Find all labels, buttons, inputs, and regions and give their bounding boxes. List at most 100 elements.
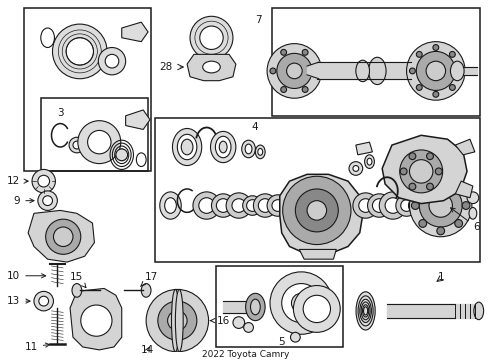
Circle shape (292, 293, 311, 313)
Circle shape (419, 220, 427, 228)
Polygon shape (187, 54, 236, 81)
Ellipse shape (245, 144, 252, 154)
Circle shape (433, 45, 439, 50)
Circle shape (69, 137, 85, 153)
Circle shape (385, 198, 401, 213)
Circle shape (359, 199, 372, 212)
Circle shape (303, 295, 330, 323)
Polygon shape (280, 174, 363, 254)
Ellipse shape (367, 158, 372, 165)
Text: 17: 17 (141, 272, 158, 287)
Circle shape (267, 44, 322, 98)
Polygon shape (70, 288, 122, 350)
Circle shape (282, 284, 321, 323)
Circle shape (302, 87, 308, 93)
Circle shape (270, 272, 332, 334)
Circle shape (272, 200, 284, 211)
Text: 14: 14 (141, 345, 154, 355)
Ellipse shape (165, 198, 176, 213)
Circle shape (199, 198, 215, 213)
Ellipse shape (216, 136, 231, 158)
Circle shape (462, 202, 470, 210)
Polygon shape (125, 110, 150, 130)
Circle shape (38, 191, 57, 210)
Circle shape (379, 192, 407, 219)
Circle shape (416, 85, 422, 90)
Circle shape (456, 68, 462, 74)
Bar (24, 9, 151, 171)
Circle shape (32, 170, 55, 193)
Ellipse shape (72, 284, 82, 297)
Circle shape (283, 176, 351, 244)
Ellipse shape (242, 140, 255, 158)
Polygon shape (455, 139, 475, 155)
Circle shape (413, 200, 424, 211)
Circle shape (73, 141, 81, 149)
Circle shape (190, 16, 233, 59)
Polygon shape (382, 135, 467, 204)
Circle shape (416, 51, 455, 90)
Circle shape (39, 296, 49, 306)
Circle shape (66, 38, 94, 65)
Text: 13: 13 (7, 296, 30, 306)
Circle shape (419, 184, 462, 227)
Circle shape (455, 184, 463, 192)
Ellipse shape (172, 289, 179, 352)
Circle shape (246, 200, 258, 211)
Circle shape (53, 227, 73, 247)
Circle shape (437, 227, 444, 235)
Circle shape (426, 61, 445, 81)
Circle shape (52, 24, 107, 79)
Ellipse shape (141, 284, 151, 297)
Circle shape (212, 194, 235, 217)
Circle shape (429, 194, 452, 217)
Circle shape (258, 199, 272, 212)
Ellipse shape (172, 129, 202, 166)
Ellipse shape (175, 289, 183, 352)
Circle shape (78, 121, 121, 163)
Text: 4: 4 (252, 122, 258, 132)
Circle shape (233, 317, 245, 328)
Circle shape (368, 194, 391, 217)
Ellipse shape (368, 57, 386, 85)
Circle shape (291, 332, 300, 342)
Ellipse shape (245, 293, 265, 321)
Circle shape (435, 168, 442, 175)
Text: 10: 10 (7, 271, 46, 281)
Text: 15: 15 (70, 272, 86, 288)
Ellipse shape (220, 141, 227, 153)
Circle shape (232, 199, 245, 212)
Circle shape (401, 200, 413, 211)
Circle shape (294, 285, 340, 332)
Circle shape (34, 291, 53, 311)
Ellipse shape (177, 134, 197, 160)
Circle shape (46, 219, 81, 254)
Text: 6: 6 (451, 208, 480, 232)
Ellipse shape (469, 207, 477, 219)
Circle shape (353, 193, 378, 218)
Polygon shape (455, 181, 473, 198)
Circle shape (193, 192, 220, 219)
Ellipse shape (356, 292, 375, 330)
Polygon shape (356, 142, 372, 155)
Circle shape (412, 202, 419, 210)
Circle shape (449, 85, 455, 90)
Ellipse shape (211, 131, 236, 163)
Ellipse shape (356, 60, 369, 82)
Circle shape (427, 183, 433, 190)
Circle shape (98, 48, 125, 75)
Circle shape (158, 301, 197, 340)
Circle shape (200, 26, 223, 49)
Circle shape (287, 63, 302, 79)
Circle shape (146, 289, 209, 352)
Circle shape (253, 194, 277, 217)
Circle shape (277, 53, 312, 89)
Text: 1: 1 (438, 272, 444, 282)
Ellipse shape (181, 139, 193, 155)
Circle shape (243, 196, 262, 215)
Circle shape (396, 195, 417, 216)
Circle shape (244, 323, 253, 332)
Ellipse shape (203, 61, 220, 73)
Text: 7: 7 (256, 15, 262, 25)
Circle shape (281, 49, 287, 55)
